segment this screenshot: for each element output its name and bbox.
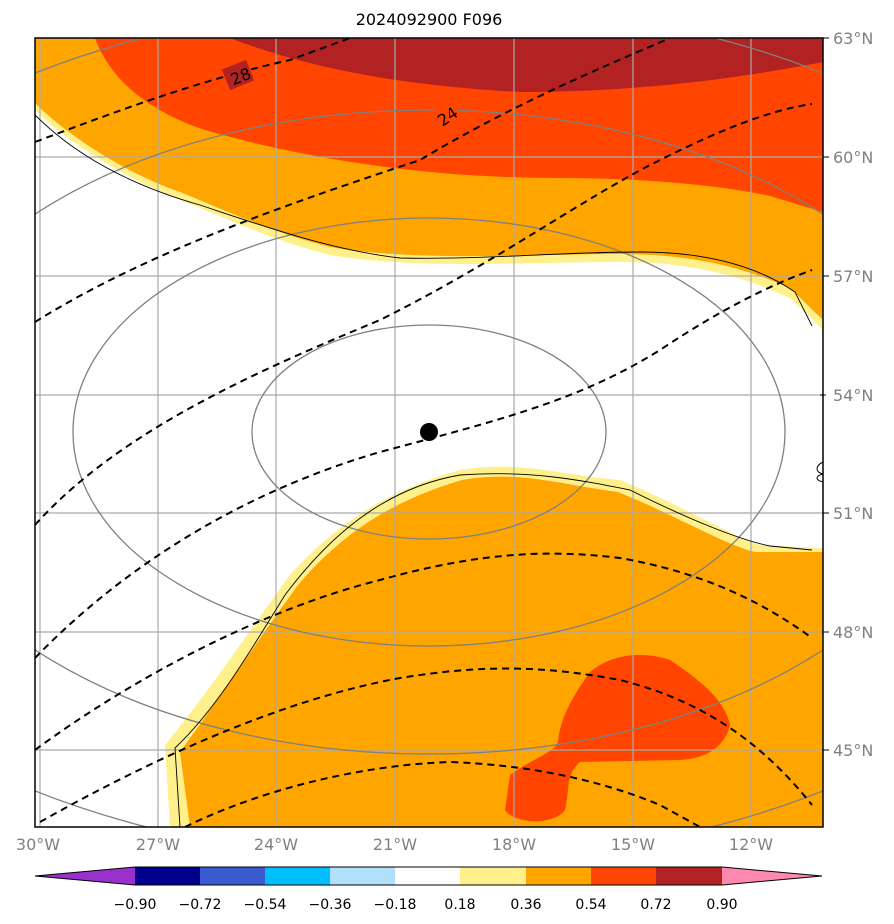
lat-label-45n: 45°N (833, 741, 873, 760)
colorbar-outline (34, 866, 823, 886)
colorbar-segment-8 (591, 867, 657, 885)
colorbar-label-6: 0.36 (510, 897, 541, 913)
range-rings (35, 38, 823, 827)
colorbar-label-3: −0.36 (309, 897, 352, 913)
lat-label-63n: 63°N (833, 29, 873, 48)
colorbar (34, 866, 823, 886)
map-area (35, 38, 823, 827)
edge-ticks (816, 37, 829, 751)
lon-label-18w: 18°W (492, 835, 536, 854)
colorbar-label-5: 0.18 (444, 897, 475, 913)
map-title: 2024092900 F096 (355, 10, 503, 29)
north-darkred-fill (230, 38, 823, 92)
colorbar-segment-9 (656, 867, 723, 885)
lat-label-60n: 60°N (833, 148, 873, 167)
colorbar-label-0: −0.90 (114, 897, 157, 913)
colorbar-label-1: −0.72 (179, 897, 222, 913)
colorbar-segment-3 (265, 867, 331, 885)
lon-label-30w: 30°W (16, 835, 60, 854)
colorbar-label-8: 0.72 (640, 897, 671, 913)
colorbar-segment-5 (395, 867, 461, 885)
lon-label-24w: 24°W (254, 835, 298, 854)
lat-label-57n: 57°N (833, 267, 873, 286)
colorbar-segment-6 (460, 867, 526, 885)
colorbar-segment-10 (722, 867, 822, 885)
colorbar-label-4: −0.18 (374, 897, 417, 913)
colorbar-segment-2 (200, 867, 266, 885)
lat-label-51n: 51°N (833, 504, 873, 523)
lon-label-15w: 15°W (611, 835, 655, 854)
storm-center-marker (420, 423, 438, 441)
south-redorange-fill (505, 654, 730, 822)
gridlines (35, 38, 823, 827)
colorbar-label-7: 0.54 (575, 897, 606, 913)
colorbar-label-9: 0.90 (706, 897, 737, 913)
colorbar-segment-4 (330, 867, 396, 885)
boundary-lines (35, 114, 813, 827)
lon-label-21w: 21°W (373, 835, 417, 854)
lon-label-27w: 27°W (136, 835, 180, 854)
lat-label-54n: 54°N (833, 386, 873, 405)
colorbar-segment-1 (135, 867, 201, 885)
colorbar-label-2: −0.54 (244, 897, 287, 913)
dashed-contours (35, 38, 813, 827)
colorbar-segment-7 (526, 867, 592, 885)
lat-label-48n: 48°N (833, 623, 873, 642)
colorbar-segment-0 (35, 867, 135, 885)
lon-label-12w: 12°W (729, 835, 773, 854)
map-frame (34, 37, 824, 828)
